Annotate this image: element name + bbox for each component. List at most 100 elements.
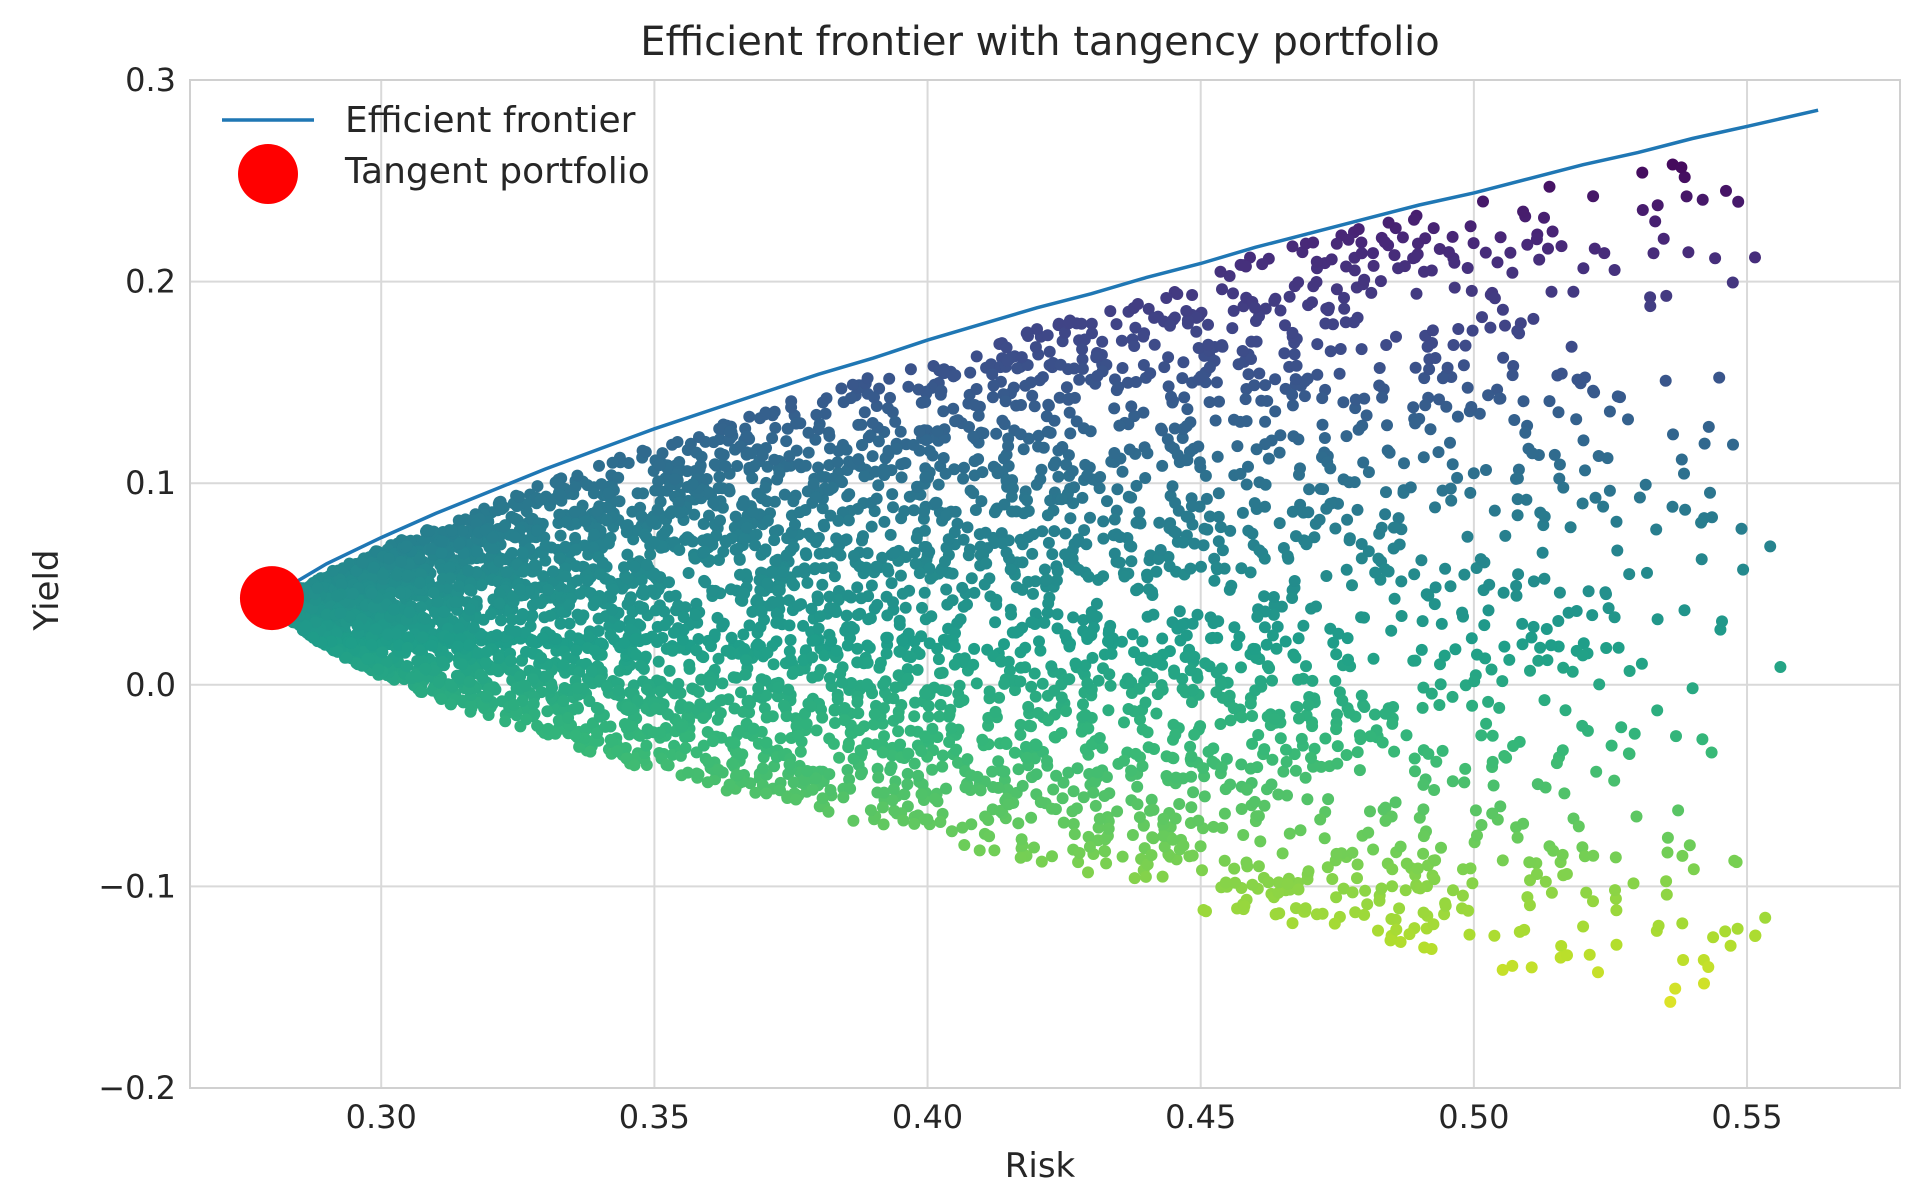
- portfolio-point: [862, 657, 874, 669]
- portfolio-point: [1557, 744, 1569, 756]
- portfolio-point: [570, 544, 582, 556]
- portfolio-point: [895, 426, 907, 438]
- portfolio-point: [1311, 276, 1323, 288]
- portfolio-point: [601, 515, 613, 527]
- portfolio-point: [554, 489, 566, 501]
- portfolio-point: [1496, 675, 1508, 687]
- portfolio-point: [370, 623, 382, 635]
- portfolio-point: [1233, 358, 1245, 370]
- portfolio-point: [1215, 521, 1227, 533]
- portfolio-point: [1293, 713, 1305, 725]
- portfolio-point: [949, 659, 961, 671]
- portfolio-point: [1519, 427, 1531, 439]
- portfolio-point: [694, 698, 706, 710]
- portfolio-point: [1211, 376, 1223, 388]
- portfolio-point: [1435, 678, 1447, 690]
- portfolio-point: [842, 590, 854, 602]
- portfolio-point: [1155, 544, 1167, 556]
- portfolio-point: [1404, 928, 1416, 940]
- portfolio-point: [1727, 439, 1739, 451]
- portfolio-point: [335, 607, 347, 619]
- portfolio-point: [1337, 396, 1349, 408]
- portfolio-point: [1368, 260, 1380, 272]
- portfolio-point: [450, 596, 462, 608]
- portfolio-point: [1358, 274, 1370, 286]
- portfolio-point: [1114, 557, 1126, 569]
- portfolio-point: [790, 418, 802, 430]
- portfolio-point: [599, 721, 611, 733]
- portfolio-point: [825, 510, 837, 522]
- portfolio-point: [950, 744, 962, 756]
- portfolio-point: [1736, 523, 1748, 535]
- portfolio-point: [812, 590, 824, 602]
- portfolio-point: [549, 728, 561, 740]
- portfolio-point: [1284, 291, 1296, 303]
- portfolio-point: [1114, 531, 1126, 543]
- portfolio-point: [1749, 930, 1761, 942]
- portfolio-point: [1041, 574, 1053, 586]
- portfolio-point: [957, 694, 969, 706]
- portfolio-point: [1029, 575, 1041, 587]
- portfolio-point: [1102, 635, 1114, 647]
- portfolio-point: [1640, 479, 1652, 491]
- portfolio-point: [1566, 341, 1578, 353]
- portfolio-point: [973, 410, 985, 422]
- portfolio-point: [1081, 677, 1093, 689]
- portfolio-point: [629, 561, 641, 573]
- portfolio-point: [833, 752, 845, 764]
- portfolio-point: [1045, 660, 1057, 672]
- portfolio-point: [640, 740, 652, 752]
- portfolio-point: [1447, 691, 1459, 703]
- portfolio-point: [1258, 743, 1270, 755]
- portfolio-point: [1083, 571, 1095, 583]
- portfolio-point: [760, 482, 772, 494]
- portfolio-point: [838, 396, 850, 408]
- portfolio-point: [885, 529, 897, 541]
- portfolio-point: [923, 711, 935, 723]
- portfolio-point: [505, 655, 517, 667]
- portfolio-point: [1306, 675, 1318, 687]
- portfolio-point: [967, 431, 979, 443]
- portfolio-point: [1021, 752, 1033, 764]
- portfolio-point: [1320, 503, 1332, 515]
- portfolio-point: [760, 543, 772, 555]
- portfolio-point: [1124, 444, 1136, 456]
- portfolio-point: [1131, 480, 1143, 492]
- portfolio-point: [1414, 882, 1426, 894]
- portfolio-point: [347, 588, 359, 600]
- portfolio-point: [752, 638, 764, 650]
- portfolio-point: [1319, 832, 1331, 844]
- portfolio-point: [415, 686, 427, 698]
- portfolio-point: [1465, 401, 1477, 413]
- portfolio-point: [1071, 802, 1083, 814]
- portfolio-point: [1588, 386, 1600, 398]
- portfolio-point: [1707, 931, 1719, 943]
- portfolio-point: [1398, 457, 1410, 469]
- portfolio-point: [1307, 237, 1319, 249]
- portfolio-point: [811, 724, 823, 736]
- portfolio-point: [738, 588, 750, 600]
- portfolio-point: [976, 734, 988, 746]
- portfolio-point: [1383, 566, 1395, 578]
- portfolio-point: [899, 457, 911, 469]
- portfolio-point: [947, 568, 959, 580]
- portfolio-point: [376, 646, 388, 658]
- portfolio-point: [915, 745, 927, 757]
- portfolio-point: [916, 602, 928, 614]
- portfolio-point: [1576, 720, 1588, 732]
- portfolio-point: [453, 538, 465, 550]
- portfolio-point: [1512, 832, 1524, 844]
- portfolio-point: [637, 584, 649, 596]
- portfolio-point: [1386, 880, 1398, 892]
- portfolio-point: [1022, 701, 1034, 713]
- portfolio-point: [1190, 326, 1202, 338]
- portfolio-point: [1181, 403, 1193, 415]
- portfolio-point: [829, 717, 841, 729]
- portfolio-point: [1552, 615, 1564, 627]
- portfolio-point: [1545, 639, 1557, 651]
- portfolio-point: [813, 623, 825, 635]
- portfolio-point: [1292, 701, 1304, 713]
- portfolio-point: [1072, 762, 1084, 774]
- portfolio-point: [1498, 641, 1510, 653]
- portfolio-point: [464, 603, 476, 615]
